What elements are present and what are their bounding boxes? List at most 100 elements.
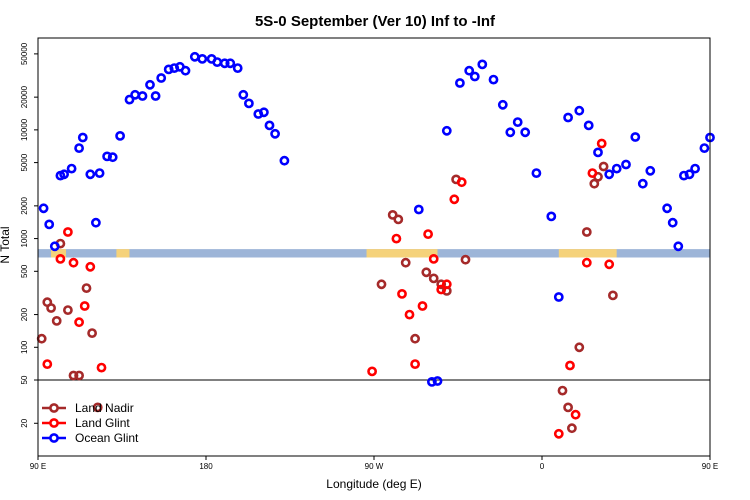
y-tick-label: 20 [20,418,29,427]
ocean-glint-point [673,241,684,252]
ocean-glint-point [553,292,564,302]
land-glint-point [449,194,460,205]
land-nadir-point [460,254,471,265]
land-nadir-point [608,290,618,301]
land-glint-point [436,284,447,295]
latitude-band [38,249,710,258]
ocean-glint-point [699,143,710,153]
y-tick-label: 500 [20,264,29,278]
ocean-glint-point [690,163,700,174]
ocean-glint-point [130,89,140,100]
land-nadir-point [51,315,62,326]
land-nadir-point [74,370,84,381]
y-tick-label: 100 [20,340,29,354]
land-nadir-point [428,273,439,284]
land-glint-point [96,362,107,373]
ocean-glint-point [621,159,631,170]
ocean-glint-point [604,169,615,180]
land-glint-point [74,317,84,328]
y-tick-label: 50 [20,375,29,384]
ocean-glint-point [279,155,290,166]
y-tick-label: 2000 [20,196,29,214]
ocean-glint-point [531,168,542,178]
ocean-glint-point [91,217,101,228]
ocean-glint-point [49,241,60,252]
y-tick-label: 10000 [20,118,29,141]
land-nadir-point [598,161,609,172]
land-glint-point [68,257,79,268]
ocean-glint-point [156,73,167,83]
ocean-glint-point [264,120,275,131]
x-tick-label: 90 E [702,462,718,471]
ocean-glint-point [546,211,557,222]
x-tick-label: 0 [540,462,545,471]
x-tick-label: 90 W [365,462,384,471]
ocean-glint-point [645,165,656,176]
ocean-glint-point [124,94,135,105]
y-tick-label: 20000 [20,85,29,108]
y-axis: 20 50 100 200 500 1000 2000 5000 10000 20000 50000 [20,42,38,428]
ocean-glint-point [77,132,88,143]
ocean-glint-point [163,64,174,75]
land-glint-point [581,257,592,268]
ocean-glint-point [505,127,516,138]
x-axis-label: Longitude (deg E) [326,477,421,491]
land-nadir-point [81,283,92,293]
land-nadir-point [87,328,97,338]
y-tick-label: 50000 [20,42,29,65]
plot-frame [37,37,711,457]
land-nadir-point [436,279,447,290]
legend-swatch-marker [49,418,59,428]
ocean-glint-point [107,152,118,163]
land-nadir-point [46,303,56,313]
ocean-glint-point [464,65,475,76]
land-glint-point [404,309,415,320]
land-nadir-point [36,333,47,344]
ocean-glint-point [102,151,112,162]
land-glint-point [410,359,420,369]
ocean-glint-point [512,117,523,127]
land-nadir-point [421,267,432,278]
ocean-glint-point [454,78,465,88]
ocean-glint-point [520,127,531,138]
land-nadir-point [387,209,398,220]
ocean-glint-point [197,54,208,64]
land-nadir-point [557,385,568,396]
ocean-glint-point [497,99,508,110]
chart-title: 5S-0 September (Ver 10) Inf to -Inf [255,13,496,30]
ocean-glint-point [66,163,77,174]
ocean-glint-point [469,71,480,82]
y-tick-label: 200 [20,307,29,321]
land-glint-point [587,168,598,178]
legend-label: Land Nadir [75,401,134,415]
ocean-glint-point [180,65,191,76]
x-axis: 90 E 180 90 W 0 90 E [30,456,718,471]
land-nadir-point [574,342,585,353]
land-glint-point [397,288,407,299]
land-nadir-point [400,257,411,268]
ocean-glint-point [684,169,695,180]
land-nadir-point [68,370,79,381]
ocean-glint-point [44,219,55,230]
ocean-glint-point [270,128,280,139]
land-glint-point [367,366,377,377]
ocean-glint-point [115,130,125,141]
land-nadir-point [393,214,404,225]
ocean-glint-point [150,91,161,101]
ocean-glint-point [426,376,437,387]
ocean-glint-point [563,112,573,123]
land-glint-point [570,409,581,420]
ocean-glint-point [225,58,236,69]
ocean-glint-point [59,169,69,180]
land-segment [366,249,438,258]
ocean-glint-point [413,204,424,215]
y-tick-label: 1000 [20,229,29,247]
ocean-glint-point [258,107,269,118]
land-glint-point [553,428,564,439]
ocean-glint-point [637,178,648,189]
land-nadir-point [376,279,387,290]
ocean-glint-point [662,203,672,214]
y-axis-label: N Total [0,226,12,263]
